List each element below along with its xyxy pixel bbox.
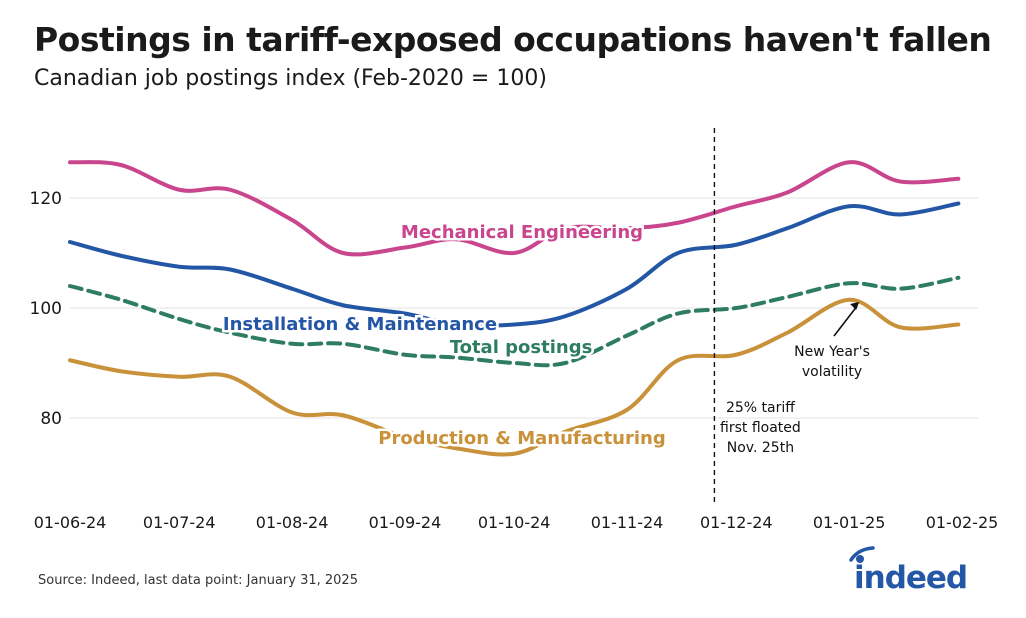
svg-text:indeed: indeed [854,560,967,596]
x-tick-label: 01-01-25 [813,513,886,532]
annotations: 25% tariff first floated Nov. 25th New Year… [713,128,870,502]
annotation-label-line: volatility [802,364,862,380]
annotation-arrow-head [850,302,860,310]
x-tick-label: 01-11-24 [591,513,664,532]
line-chart: 80 100 120 01-06-24 01-07-24 01-08-24 01-09-2… [30,128,999,532]
source-note: Source: Indeed, last data point: January… [38,573,358,588]
series-label-installation: Installation & Maintenance [223,314,497,335]
y-tick-label: 120 [30,189,62,209]
chart-title: Postings in tariff-exposed occupations h… [34,20,992,59]
series-line-total [68,275,961,368]
x-tick-labels: 01-06-24 01-07-24 01-08-24 01-09-24 01-10-24… [34,513,999,532]
y-tick-labels: 80 100 120 [30,189,62,429]
x-tick-label: 01-10-24 [478,513,551,532]
series-labels: Mechanical Engineering Installation & Mai… [220,220,668,452]
series-label-mechanical: Mechanical Engineering [401,222,643,243]
y-tick-label: 100 [30,299,62,319]
x-tick-label: 01-07-24 [143,513,216,532]
series-line-installation [68,201,961,328]
tariff-label-line: Nov. 25th [727,440,794,456]
series-line-mechanical [68,160,961,257]
tariff-label-line: first floated [720,420,801,436]
series-lines [68,160,961,457]
series-label-production: Production & Manufacturing [378,428,666,449]
indeed-logo: indeed [849,546,968,596]
x-tick-label: 01-08-24 [256,513,329,532]
x-tick-label: 01-02-25 [926,513,999,532]
x-tick-label: 01-09-24 [369,513,442,532]
y-tick-label: 80 [40,409,62,429]
x-tick-label: 01-12-24 [700,513,773,532]
x-tick-label: 01-06-24 [34,513,107,532]
annotation-label-line: New Year's [794,344,870,360]
series-label-total: Total postings [450,337,593,358]
annotation-arrow-line [833,305,858,337]
chart-subtitle: Canadian job postings index (Feb-2020 = … [34,66,547,91]
series-line-production [68,297,961,457]
tariff-label-line: 25% tariff [726,400,795,416]
